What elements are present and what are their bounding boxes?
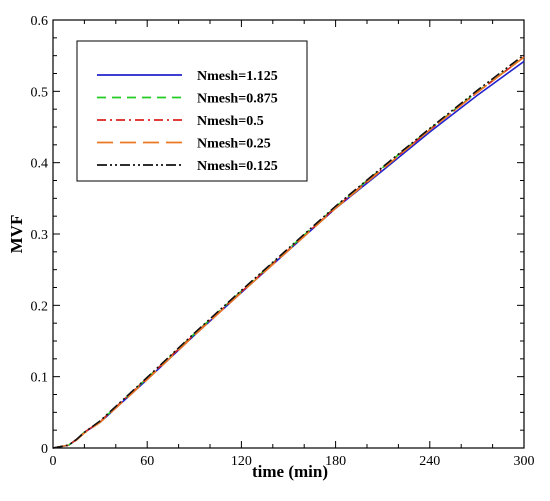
series-group <box>52 54 525 449</box>
legend: Nmesh=1.125 Nmesh=0.875 Nmesh=0.5 Nmesh=0.2… <box>76 40 308 182</box>
x-axis-title: time (min) <box>252 462 328 481</box>
legend-label-2: Nmesh=0.875 <box>197 92 278 107</box>
x-tick-label: 60 <box>140 454 154 469</box>
y-tick-label: 0 <box>41 442 48 457</box>
x-tick-label: 0 <box>50 454 57 469</box>
x-tick-label: 240 <box>419 454 440 469</box>
x-tick-label: 180 <box>325 454 346 469</box>
y-tick-label: 0.1 <box>31 371 49 386</box>
y-tick-label: 0.4 <box>31 157 49 172</box>
y-tick-label: 0.6 <box>31 14 49 29</box>
legend-label-5: Nmesh=0.125 <box>197 159 278 174</box>
axes-group: 0 60 120 180 240 300 0 0.1 0.2 0.3 0.4 0.5 0.6 <box>31 14 535 469</box>
legend-label-1: Nmesh=1.125 <box>197 69 278 84</box>
x-tick-label: 300 <box>514 454 535 469</box>
legend-box <box>76 40 308 182</box>
x-tick-label: 120 <box>231 454 252 469</box>
y-axis-title: MVF <box>7 215 26 254</box>
legend-label-3: Nmesh=0.5 <box>197 114 264 129</box>
y-tick-label: 0.5 <box>31 85 49 100</box>
y-tick-label: 0.3 <box>31 228 49 243</box>
y-tick-label: 0.2 <box>31 299 49 314</box>
legend-label-4: Nmesh=0.25 <box>197 137 271 152</box>
series-line-5 <box>52 54 525 449</box>
